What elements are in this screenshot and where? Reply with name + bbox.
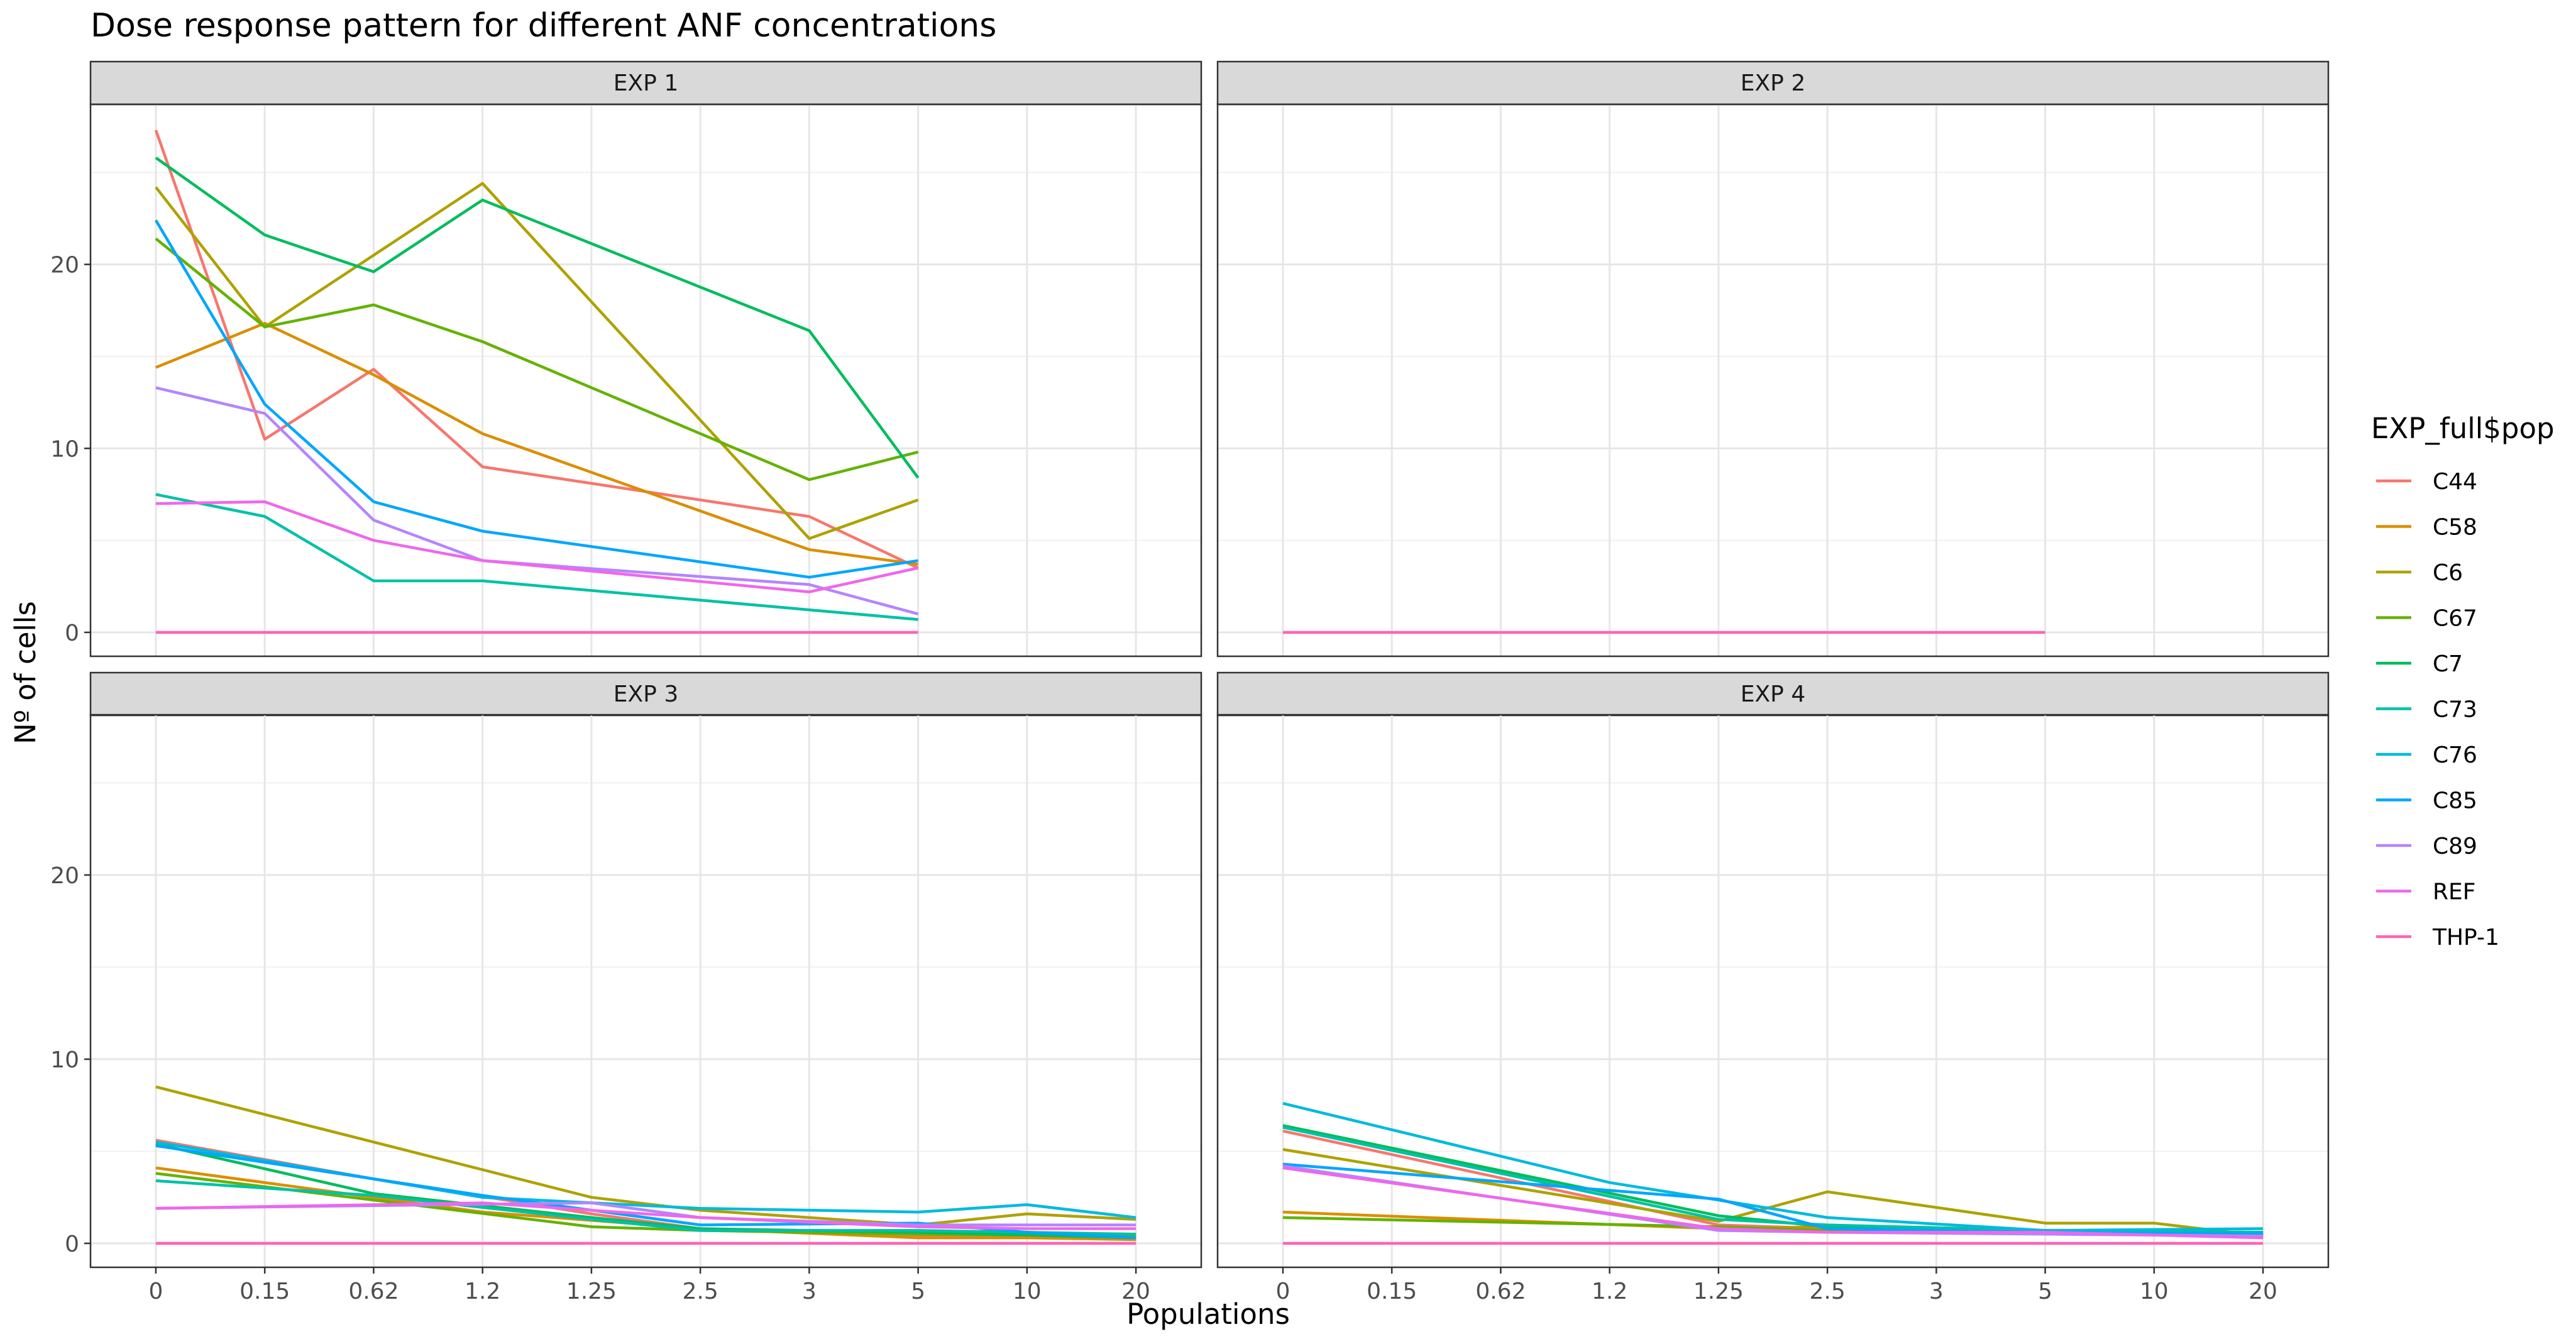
- legend-item-c76: C76: [2376, 742, 2477, 768]
- series-line-c76: [1282, 1102, 2264, 1232]
- legend-label-ref: REF: [2433, 879, 2475, 905]
- x-tick-label: 10: [2140, 1279, 2169, 1304]
- facet-strip: [89, 671, 1203, 717]
- x-tick-label: 10: [1013, 1279, 1042, 1304]
- legend-item-c58: C58: [2376, 515, 2477, 541]
- series-line-c73: [155, 493, 918, 621]
- legend-label-c58: C58: [2433, 515, 2477, 541]
- legend-item-c7: C7: [2376, 651, 2463, 677]
- legend-label-c7: C7: [2433, 651, 2463, 677]
- series-line-ref: [155, 1201, 1137, 1230]
- chart-title: Dose response pattern for different ANF …: [91, 7, 996, 45]
- x-tick-label: 0.62: [348, 1279, 399, 1304]
- y-axis-title: Nº of cells: [9, 601, 42, 744]
- y-tick-label: 10: [50, 436, 79, 462]
- legend: EXP_full$pop C44 C58 C6 C67 C7 C73 C76 C85 C89 RE…: [2371, 412, 2555, 950]
- x-tick-label: 1.25: [1693, 1279, 1744, 1304]
- legend-label-c73: C73: [2433, 697, 2477, 723]
- series-line-c85: [154, 219, 918, 579]
- x-tick-label: 0.62: [1475, 1279, 1526, 1304]
- x-axis-title: Populations: [1126, 1297, 1290, 1331]
- series-line-ref: [1282, 1166, 2264, 1240]
- facet-strip: [1216, 671, 2330, 717]
- series-line-c7: [155, 157, 920, 479]
- series-line-c6: [155, 1085, 1137, 1226]
- panel-border: [89, 713, 1203, 1269]
- legend-item-c73: C73: [2376, 697, 2477, 723]
- x-tick-label: 0: [148, 1279, 163, 1304]
- facet-label: EXP 4: [1741, 681, 1805, 707]
- facet-label: EXP 3: [614, 681, 678, 707]
- panel-exp-2: EXP 2: [1216, 60, 2330, 658]
- legend-label-thp-1: THP-1: [2432, 925, 2499, 950]
- facet-label: EXP 1: [614, 70, 678, 96]
- legend-label-c44: C44: [2433, 469, 2477, 495]
- legend-item-c44: C44: [2376, 469, 2477, 495]
- legend-item-c89: C89: [2376, 834, 2477, 859]
- x-tick-label: 3: [1929, 1279, 1944, 1304]
- panel-exp-1: EXP 1 0 10 20: [50, 60, 1203, 658]
- x-tick-label: 2.5: [682, 1279, 718, 1304]
- legend-item-c85: C85: [2376, 788, 2477, 814]
- y-tick-label: 20: [50, 253, 79, 278]
- series-line-c58: [155, 322, 918, 566]
- y-tick-label: 20: [50, 863, 79, 889]
- x-tick-label: 1.25: [566, 1279, 617, 1304]
- legend-label-c6: C6: [2433, 560, 2463, 586]
- x-tick-label: 5: [2038, 1279, 2052, 1304]
- series-line-c6: [1282, 1148, 2264, 1238]
- x-tick-label: 5: [911, 1279, 925, 1304]
- legend-label-c85: C85: [2433, 788, 2477, 814]
- panel-exp-4: EXP 4 0 0.15 0.62 1.2 1.25 2.5 3 5 10 20: [1216, 671, 2330, 1304]
- series-line-c67: [155, 237, 919, 482]
- y-tick-label: 0: [65, 620, 79, 646]
- y-tick-label: 0: [65, 1231, 79, 1257]
- series-line-c6: [155, 182, 919, 540]
- x-tick-label: 1.2: [465, 1279, 500, 1304]
- facet-panels: EXP 1 0 10 20 EXP 2 EXP 3 0 10 20 0 0.15 0.62 1.2 1.2…: [50, 60, 2330, 1304]
- facet-strip: [1216, 60, 2330, 106]
- x-tick-label: 2.5: [1809, 1279, 1845, 1304]
- x-tick-label: 0.15: [239, 1279, 290, 1304]
- x-tick-label: 0.15: [1367, 1279, 1417, 1304]
- legend-item-c67: C67: [2376, 606, 2477, 632]
- legend-item-thp-1: THP-1: [2376, 925, 2499, 950]
- x-tick-label: 3: [802, 1279, 817, 1304]
- x-tick-label: 20: [1121, 1279, 1150, 1304]
- x-tick-label: 1.2: [1592, 1279, 1627, 1304]
- series-line-ref: [155, 500, 919, 593]
- legend-item-c6: C6: [2376, 560, 2463, 586]
- y-tick-label: 10: [50, 1047, 79, 1073]
- series-line-c7: [155, 1142, 1137, 1240]
- panel-border: [1216, 713, 2330, 1269]
- facet-strip: [89, 60, 1203, 106]
- legend-label-c76: C76: [2433, 742, 2477, 768]
- series-line-c85: [155, 1144, 1137, 1240]
- panel-border: [89, 103, 1203, 658]
- legend-label-c67: C67: [2433, 606, 2477, 632]
- legend-title: EXP_full$pop: [2371, 412, 2555, 445]
- legend-item-ref: REF: [2376, 879, 2475, 905]
- panel-border: [1216, 103, 2330, 658]
- series-line-c44: [154, 129, 919, 570]
- legend-label-c89: C89: [2433, 834, 2477, 859]
- panel-exp-3: EXP 3 0 10 20 0 0.15 0.62 1.2 1.25 2.5 3 5 10 20: [50, 671, 1203, 1304]
- series-line-c89: [155, 386, 919, 615]
- x-tick-label: 20: [2248, 1279, 2277, 1304]
- facet-label: EXP 2: [1741, 70, 1805, 96]
- legend-entries: C44 C58 C6 C67 C7 C73 C76 C85 C89 REF THP-1: [2376, 469, 2499, 950]
- x-tick-label: 0: [1275, 1279, 1290, 1304]
